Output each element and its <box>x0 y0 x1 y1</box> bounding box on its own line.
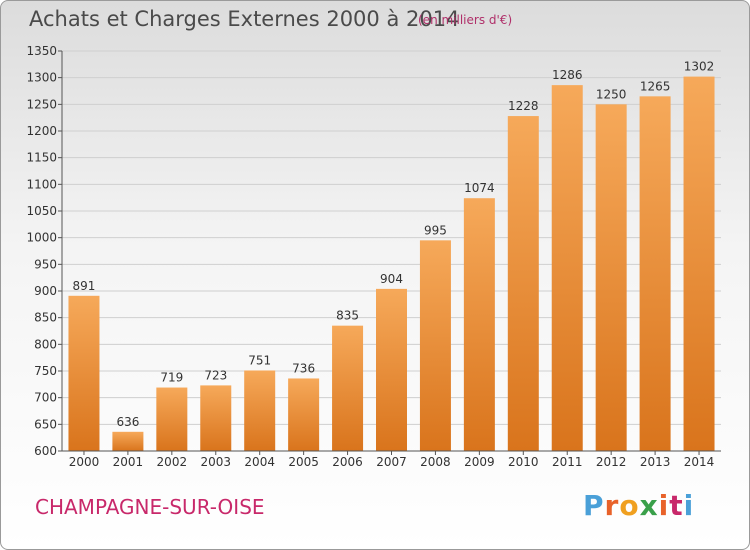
y-tick-label: 1100 <box>26 177 57 191</box>
y-tick-label: 1050 <box>26 204 57 218</box>
x-tick-label: 2001 <box>113 455 144 469</box>
x-tick-label: 2012 <box>596 455 627 469</box>
y-tick-label: 1000 <box>26 231 57 245</box>
y-tick-label: 900 <box>34 284 57 298</box>
x-tick-label: 2002 <box>157 455 188 469</box>
logo-letter: r <box>604 489 620 522</box>
logo-letter: t <box>669 489 684 522</box>
bars: 891 636 719 723 751 736 835 904 995 1074 1228 1286 1… <box>68 60 715 452</box>
logo-letter: P <box>583 489 605 522</box>
proxiti-logo[interactable]: Proxiti <box>583 489 694 522</box>
y-tick-label: 950 <box>34 257 57 271</box>
y-tick-label: 750 <box>34 364 57 378</box>
y-tick-label: 1250 <box>26 97 57 111</box>
bar-value-label: 995 <box>424 223 447 237</box>
x-tick-label: 2005 <box>288 455 319 469</box>
chart-title: Achats et Charges Externes 2000 à 2014 <box>29 7 460 31</box>
y-tick-label: 1350 <box>26 44 57 58</box>
bar-value-label: 636 <box>116 415 139 429</box>
bar[interactable] <box>507 116 539 452</box>
bar[interactable] <box>683 76 715 451</box>
x-tick-label: 2008 <box>420 455 451 469</box>
y-tick-label: 600 <box>34 444 57 458</box>
bar[interactable] <box>244 370 276 451</box>
bar-value-label: 736 <box>292 361 315 375</box>
logo-letter: i <box>658 489 670 522</box>
bar[interactable] <box>551 85 583 451</box>
logo-letter: x <box>639 489 659 522</box>
bar[interactable] <box>419 240 451 451</box>
logo-letter: i <box>683 489 695 522</box>
bar-value-label: 1265 <box>640 79 671 93</box>
y-tick-label: 650 <box>34 417 57 431</box>
bar-value-label: 904 <box>380 272 403 286</box>
bar[interactable] <box>463 198 495 451</box>
x-tick-label: 2011 <box>552 455 583 469</box>
x-tick-label: 2000 <box>69 455 100 469</box>
place-name: CHAMPAGNE-SUR-OISE <box>35 495 265 519</box>
bar-value-label: 723 <box>204 368 227 382</box>
x-tick-label: 2013 <box>640 455 671 469</box>
x-tick-label: 2004 <box>244 455 275 469</box>
bar-value-label: 835 <box>336 309 359 323</box>
bar[interactable] <box>112 431 144 451</box>
bar-value-label: 1074 <box>464 181 495 195</box>
x-tick-label: 2003 <box>200 455 231 469</box>
bar-value-label: 751 <box>248 353 271 367</box>
bar[interactable] <box>156 387 188 451</box>
bar-value-label: 891 <box>73 279 96 293</box>
y-tick-label: 850 <box>34 311 57 325</box>
bar-value-label: 1302 <box>684 60 715 74</box>
bar[interactable] <box>639 96 671 451</box>
y-tick-label: 800 <box>34 337 57 351</box>
axes: 600 650 700 750 800 850 900 950 1000 1050 1100 1150… <box>26 44 721 469</box>
bar[interactable] <box>288 378 320 451</box>
logo-letter: o <box>619 489 640 522</box>
y-tick-label: 1300 <box>26 71 57 85</box>
bar-value-label: 1228 <box>508 99 539 113</box>
y-tick-label: 700 <box>34 391 57 405</box>
y-tick-label: 1150 <box>26 151 57 165</box>
x-tick-label: 2007 <box>376 455 407 469</box>
x-tick-label: 2006 <box>332 455 363 469</box>
bar[interactable] <box>68 295 100 451</box>
bar[interactable] <box>200 385 232 451</box>
bar-value-label: 1250 <box>596 87 627 101</box>
bar[interactable] <box>376 288 407 451</box>
x-tick-label: 2009 <box>464 455 495 469</box>
bar[interactable] <box>595 104 627 451</box>
y-tick-label: 1200 <box>26 124 57 138</box>
x-tick-label: 2010 <box>508 455 539 469</box>
bar[interactable] <box>332 325 364 451</box>
bar-value-label: 1286 <box>552 68 583 82</box>
x-tick-label: 2014 <box>684 455 715 469</box>
bar-value-label: 719 <box>160 371 183 385</box>
chart-subtitle: (en milliers d'€) <box>418 13 513 27</box>
